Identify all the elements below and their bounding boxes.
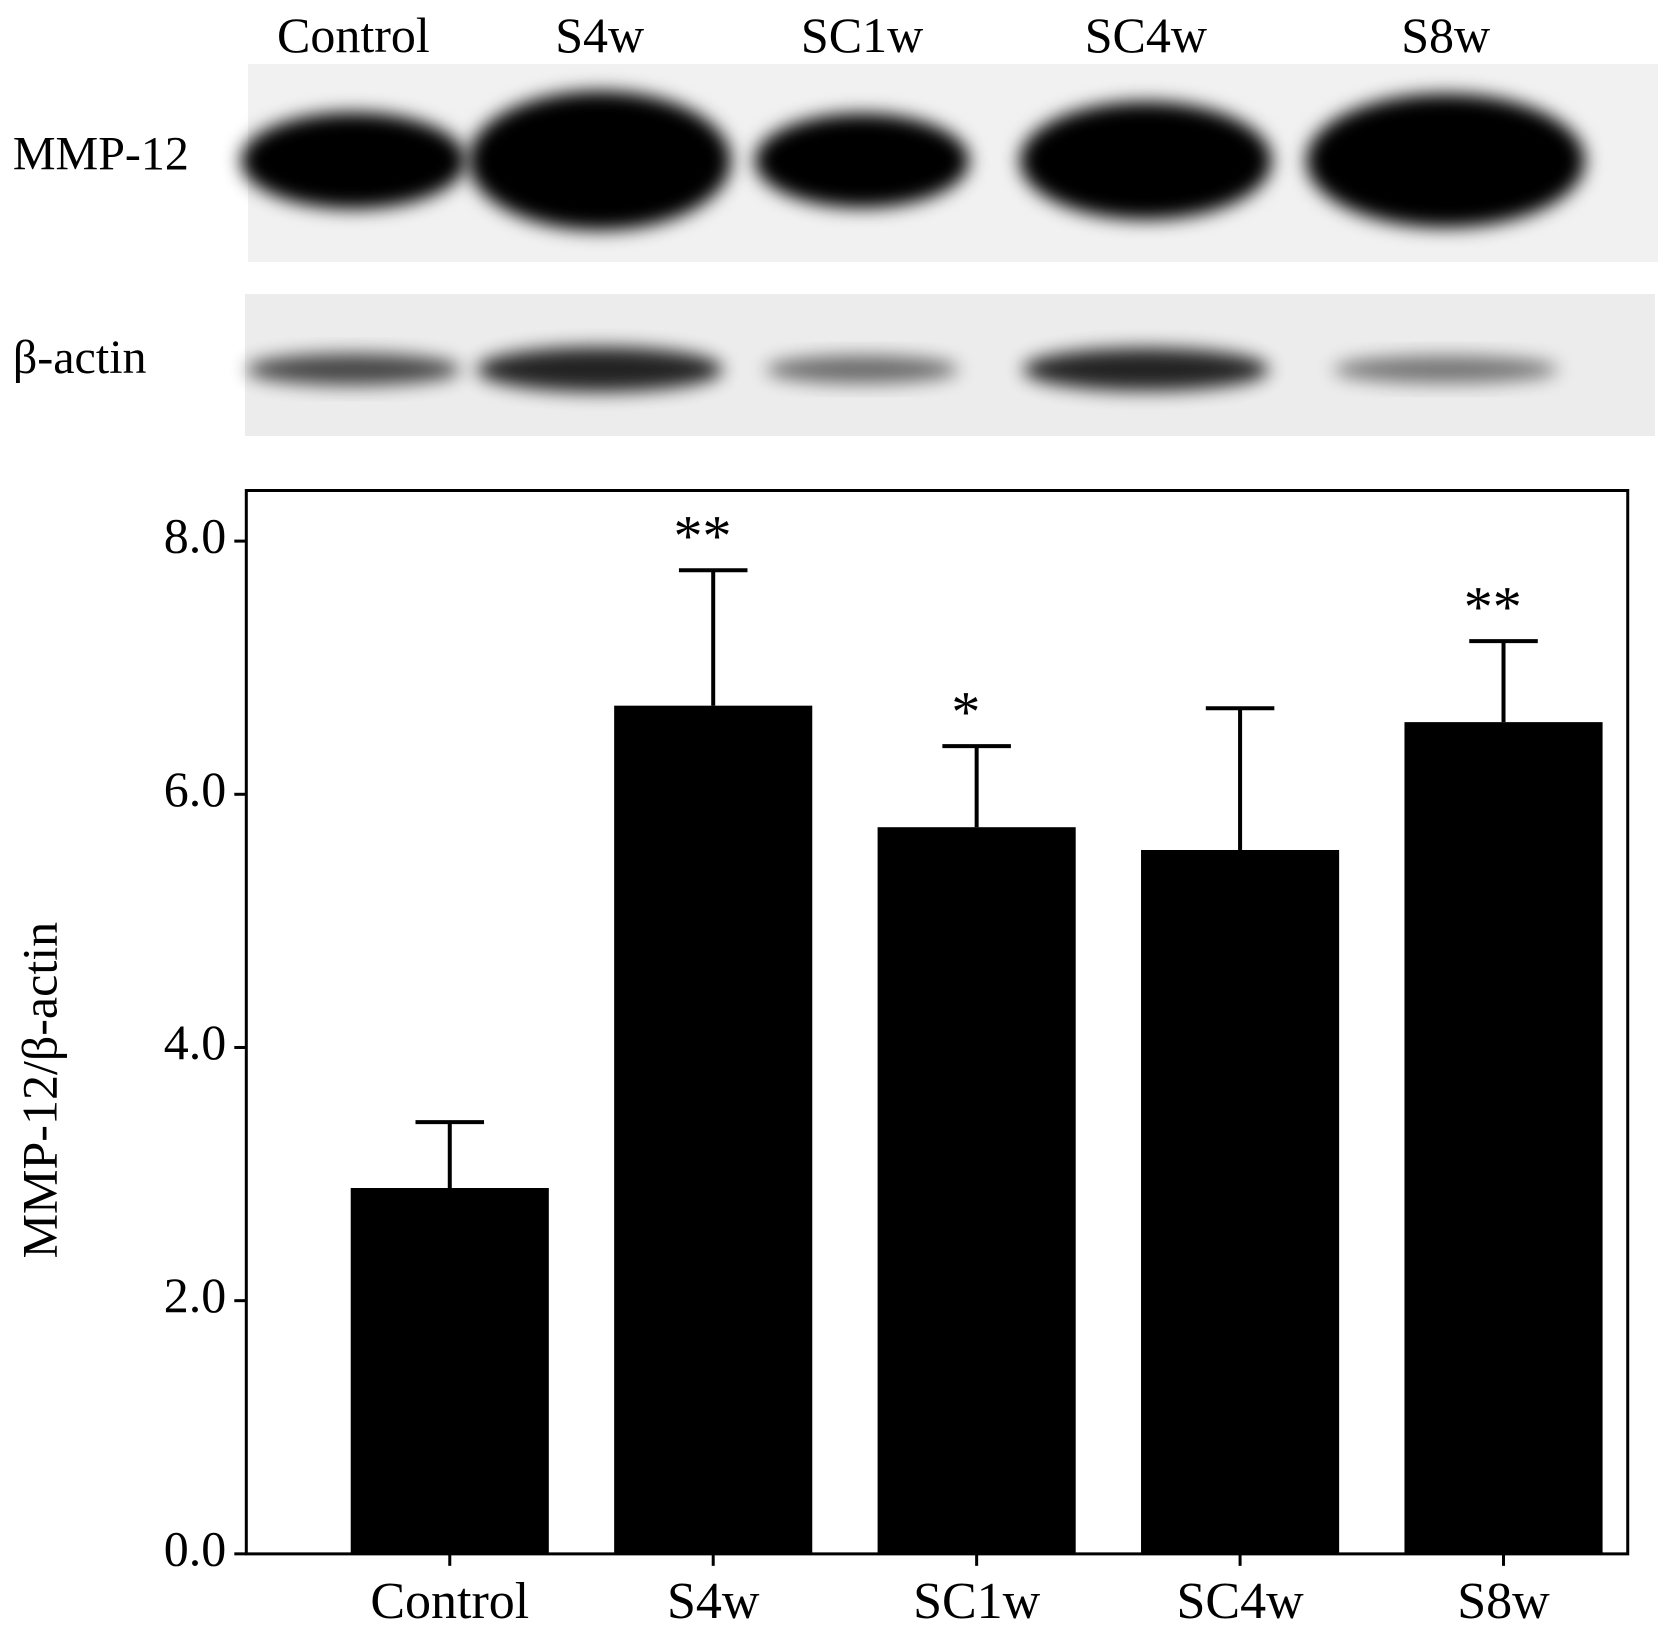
error-bar xyxy=(942,744,1011,828)
error-bar xyxy=(415,1120,485,1188)
y-tick-label: 6.0 xyxy=(164,761,227,817)
lane-label: Control xyxy=(277,7,430,63)
blot-band xyxy=(1306,93,1585,228)
y-axis-label: MMP-12/β-actin xyxy=(11,922,67,1259)
lane-label: S8w xyxy=(1401,7,1490,63)
blot-band xyxy=(765,355,959,384)
x-tick-label: S4w xyxy=(667,1573,760,1630)
blot-band xyxy=(240,112,466,209)
x-tick-label: SC1w xyxy=(913,1573,1041,1630)
blot-band xyxy=(1020,101,1272,220)
blot-band xyxy=(754,113,970,208)
error-bar xyxy=(1469,639,1538,723)
plot-frame xyxy=(244,488,1630,1556)
bar xyxy=(614,705,813,1554)
blot-band xyxy=(1022,348,1269,391)
lane-label: SC1w xyxy=(801,7,923,63)
y-tick-label: 0.0 xyxy=(164,1520,227,1576)
bar xyxy=(1141,849,1340,1554)
significance-mark: ** xyxy=(1464,575,1522,640)
blot-band xyxy=(476,346,723,392)
row-label: MMP-12 xyxy=(13,128,189,181)
y-tick-label: 4.0 xyxy=(164,1014,227,1070)
blot-band xyxy=(468,91,731,231)
x-tick-label: S8w xyxy=(1457,1573,1550,1630)
bar xyxy=(350,1187,549,1554)
y-tick-label: 8.0 xyxy=(164,508,227,564)
error-bar xyxy=(1205,706,1275,850)
blot-band xyxy=(246,353,461,386)
lane-label: S4w xyxy=(555,7,644,63)
lane-label: SC4w xyxy=(1085,7,1207,63)
error-bar xyxy=(678,568,748,706)
significance-mark: * xyxy=(951,680,980,745)
bar xyxy=(1404,722,1603,1554)
significance-mark: ** xyxy=(673,504,731,569)
x-tick-label: Control xyxy=(370,1573,529,1630)
row-label: β-actin xyxy=(13,331,147,384)
bar xyxy=(877,827,1076,1554)
x-tick-label: SC4w xyxy=(1177,1573,1305,1630)
y-tick-label: 2.0 xyxy=(164,1267,227,1323)
blot-band xyxy=(1333,355,1559,384)
